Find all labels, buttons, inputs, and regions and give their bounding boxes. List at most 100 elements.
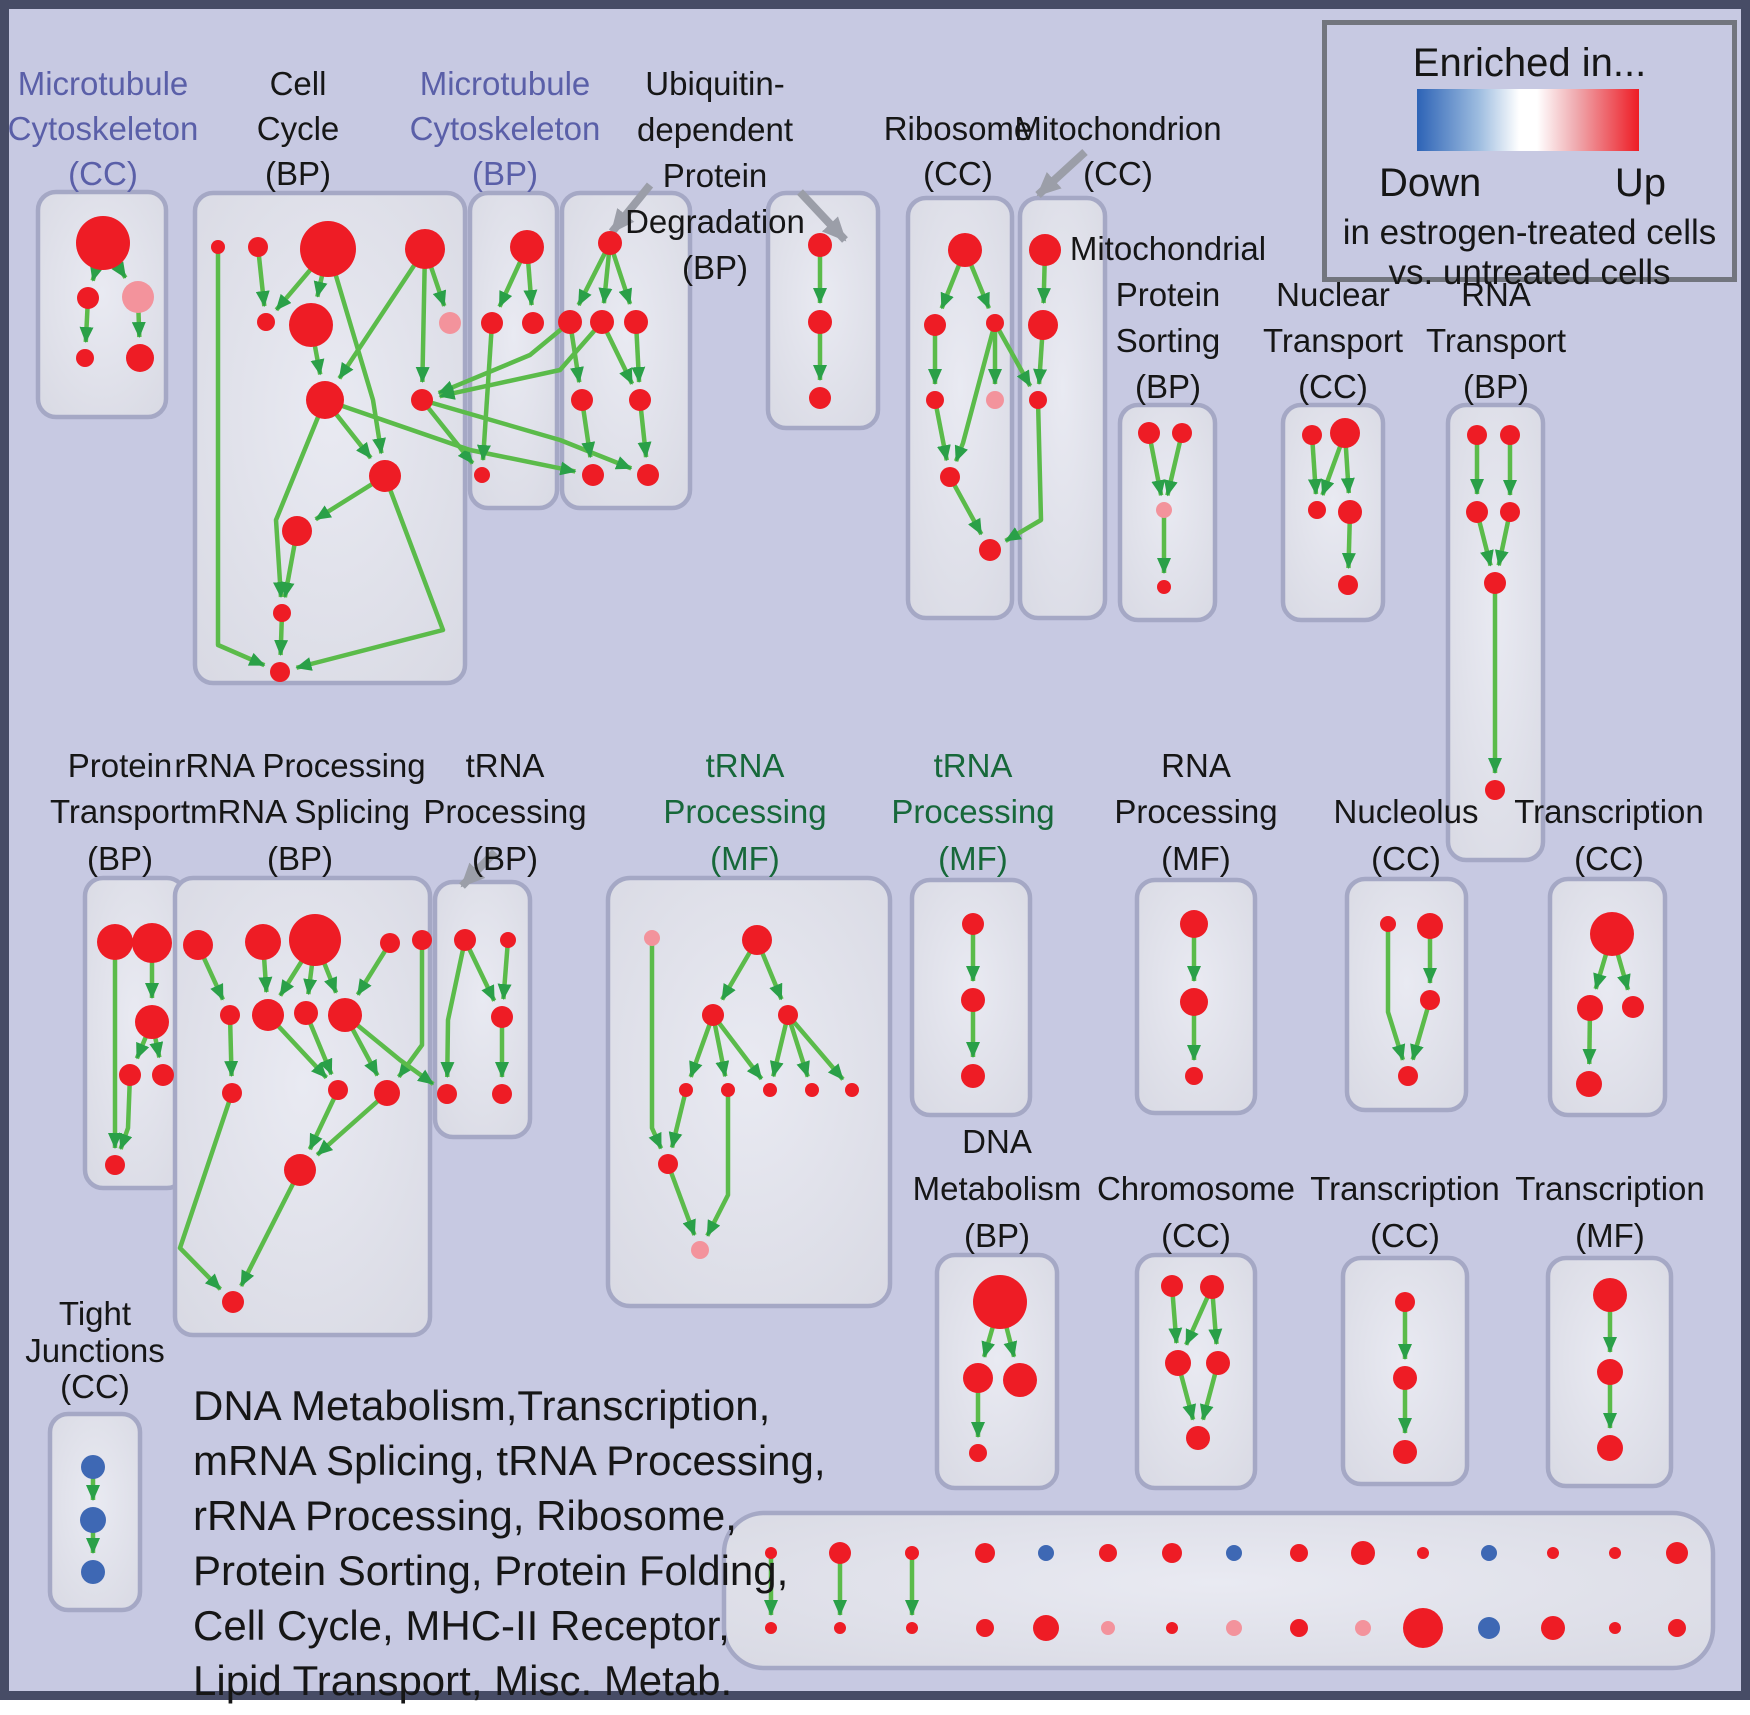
go-term-node-i2: [1330, 418, 1360, 448]
legend-down-label: Down: [1379, 161, 1482, 205]
go-term-node-s1: [1590, 912, 1634, 956]
group-label-dna-metabolism-bp: DNA: [962, 1123, 1032, 1160]
go-term-node-ns1: [679, 1083, 693, 1097]
edge-l11-l13: [307, 1089, 341, 1151]
go-term-node-oc9b: [1290, 1619, 1308, 1637]
group-label-rrna-processing-mrna-splicing-bp: (BP): [267, 840, 333, 877]
go-term-node-k2: [132, 923, 172, 963]
edge-b1-b13: [215, 247, 266, 668]
go-term-node-ns2: [721, 1083, 735, 1097]
go-term-node-p2: [961, 988, 985, 1012]
edge-r3-r4: [1410, 999, 1433, 1061]
group-label-mitochondrial-protein-sorting-bp: Sorting: [1116, 322, 1221, 359]
go-term-node-h3: [1156, 502, 1172, 518]
edge-f3-g3: [993, 321, 1033, 388]
go-term-node-mb1: [437, 1084, 457, 1104]
go-term-node-d3: [590, 310, 614, 334]
go-term-node-nu: [691, 1241, 709, 1259]
go-term-node-b9: [411, 389, 433, 411]
go-term-node-mb2: [492, 1084, 512, 1104]
go-term-node-f2: [924, 314, 946, 336]
go-term-node-q1: [1180, 910, 1208, 938]
go-term-node-oc14t: [1609, 1547, 1621, 1559]
group-label-nuclear-transport-cc: Transport: [1263, 322, 1403, 359]
go-term-node-m2: [500, 932, 516, 948]
group-label-trna-processing-mf-1: tRNA: [706, 747, 785, 784]
go-term-node-d6: [629, 389, 651, 411]
go-term-node-oc10b: [1355, 1620, 1371, 1636]
go-term-node-u4: [1206, 1351, 1230, 1375]
group-label-dna-metabolism-bp: Metabolism: [913, 1170, 1082, 1207]
go-term-node-oc10t: [1351, 1541, 1375, 1565]
group-label-cell-cycle-bp: (BP): [265, 155, 331, 192]
go-term-node-f3: [986, 314, 1004, 332]
misc-text-line: DNA Metabolism,Transcription,: [193, 1382, 771, 1429]
go-term-node-d7: [582, 464, 604, 486]
go-term-node-q3: [1185, 1067, 1203, 1085]
go-term-node-e2: [808, 310, 832, 334]
edge-nm2-ns4: [785, 1014, 810, 1078]
group-label-microtubule-cytoskeleton-cc: Cytoskeleton: [8, 110, 199, 147]
go-term-node-j2: [1500, 425, 1520, 445]
go-term-node-l2: [245, 924, 281, 960]
go-term-node-t1: [973, 1275, 1027, 1329]
go-term-node-x3: [81, 1560, 105, 1584]
go-term-node-b3: [300, 221, 356, 277]
go-term-node-s4: [1576, 1071, 1602, 1097]
go-term-node-oc11b: [1403, 1608, 1443, 1648]
go-term-node-u3: [1165, 1350, 1191, 1376]
label-pointer-arrow-2: [797, 189, 848, 243]
group-label-nucleolus-cc: (CC): [1371, 840, 1441, 877]
go-term-node-oc5t: [1038, 1545, 1054, 1561]
go-term-node-r2: [1417, 913, 1443, 939]
go-term-node-h1: [1138, 422, 1160, 444]
group-label-rna-transport-bp: Transport: [1426, 322, 1566, 359]
edge-b9-c4: [420, 398, 475, 465]
go-term-node-oc8t: [1226, 1545, 1242, 1561]
edge-nm2-ns3: [769, 1014, 791, 1078]
go-term-node-u1: [1161, 1275, 1183, 1297]
legend-up-label: Up: [1614, 161, 1666, 205]
group-label-trna-processing-mf-1: (MF): [710, 840, 780, 877]
go-term-node-a2: [77, 287, 99, 309]
go-term-node-oc14b: [1609, 1622, 1621, 1634]
group-label-protein-transport-bp: Protein: [68, 747, 173, 784]
group-label-nucleolus-cc: Nucleolus: [1334, 793, 1479, 830]
group-box-microtubule-bp: [467, 190, 560, 511]
go-term-node-r4: [1398, 1066, 1418, 1086]
go-term-node-j6: [1485, 780, 1505, 800]
go-term-node-w3: [1597, 1435, 1623, 1461]
group-label-tight-junctions-cc: Tight: [59, 1295, 131, 1332]
go-term-node-k5: [152, 1064, 174, 1086]
edge-b3-b10: [325, 248, 386, 455]
edge-b4-b9: [415, 248, 430, 384]
go-term-node-t2: [963, 1363, 993, 1393]
group-label-ribosome-cc: (CC): [923, 155, 993, 192]
misc-category-text-block: DNA Metabolism,Transcription, mRNA Splic…: [193, 1378, 826, 1708]
group-label-tight-junctions-cc: (CC): [60, 1368, 130, 1405]
group-label-trna-processing-bp: (BP): [472, 840, 538, 877]
go-term-node-b7: [439, 312, 461, 334]
go-term-node-l7: [252, 999, 284, 1031]
go-term-node-ns3: [763, 1083, 777, 1097]
go-term-node-i5: [1338, 575, 1358, 595]
group-label-mitochondrial-protein-sorting-bp: Protein: [1116, 276, 1221, 313]
edge-b8-d7: [324, 397, 577, 476]
go-term-node-l5: [412, 930, 432, 950]
group-label-nuclear-transport-cc: Nuclear: [1276, 276, 1390, 313]
go-term-node-d2: [558, 310, 582, 334]
group-label-nuclear-transport-cc: (CC): [1298, 368, 1368, 405]
go-term-node-b5: [257, 313, 275, 331]
edge-ns2-nu: [705, 1090, 731, 1237]
group-label-transcription-cc-1: (CC): [1574, 840, 1644, 877]
group-label-ubiquitin-dependent-protein-degradation-bp: (BP): [682, 249, 748, 286]
group-label-trna-processing-mf-1: Processing: [663, 793, 826, 830]
go-term-node-g1: [1029, 234, 1061, 266]
go-term-node-c1: [510, 230, 544, 264]
label-pointer-arrow-4: [459, 849, 498, 889]
go-term-node-nb: [742, 925, 772, 955]
label-pointer-arrow-1: [608, 182, 654, 235]
group-label-transcription-cc-1: Transcription: [1514, 793, 1704, 830]
edge-nt-nu: [665, 1163, 697, 1236]
group-label-cell-cycle-bp: Cell: [270, 65, 327, 102]
